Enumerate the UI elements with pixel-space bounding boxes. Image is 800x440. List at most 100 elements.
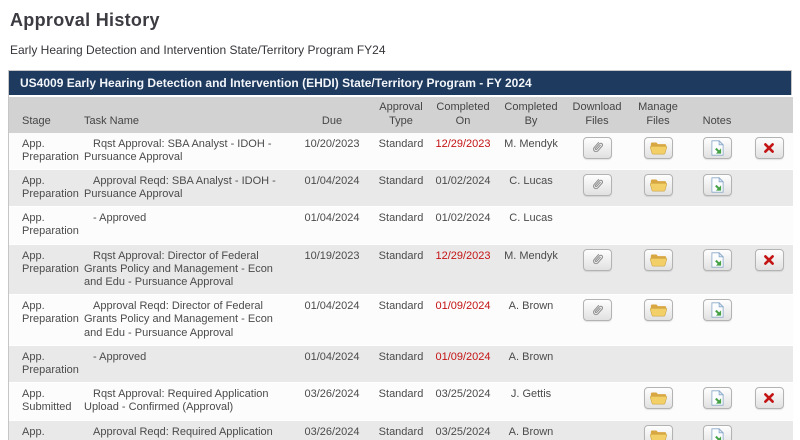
notes-button[interactable] (702, 136, 732, 159)
notes-button[interactable] (702, 424, 732, 440)
notes-cell (689, 244, 745, 295)
completed-on-cell-text: 03/25/2024 (435, 425, 491, 438)
col-header-task-name: Task Name (81, 95, 293, 133)
delete-x-icon (764, 254, 774, 265)
manage-files-cell (627, 345, 689, 382)
download-files-button[interactable] (582, 299, 612, 322)
manage-files-cell (627, 420, 689, 440)
col-header-completed-on: Completed On (431, 95, 495, 133)
due-cell-text: 01/04/2024 (304, 212, 360, 225)
delete-cell (745, 420, 793, 440)
completed-by-cell-text: C. Lucas (509, 174, 553, 187)
completed-by-cell-text: A. Brown (508, 425, 554, 438)
completed-by-cell-text: M. Mendyk (504, 249, 558, 262)
completed-by-cell-text: A. Brown (508, 350, 554, 363)
folder-icon (649, 253, 667, 267)
approval-type-cell: Standard (371, 169, 431, 206)
manage-files-cell (627, 169, 689, 206)
task-name-cell: Approval Reqd: SBA Analyst - IDOH - Purs… (81, 169, 293, 206)
note-icon (711, 390, 724, 406)
delete-button[interactable] (754, 387, 784, 410)
stage-cell-text: App. Preparation (22, 174, 79, 201)
download-files-cell (567, 345, 627, 382)
task-name-cell-text: Rqst Approval: Director of Federal Grant… (84, 249, 273, 288)
download-files-cell (567, 207, 627, 244)
approval-type-cell: Standard (371, 244, 431, 295)
due-cell: 01/04/2024 (293, 345, 371, 382)
page-title: Approval History (10, 10, 160, 30)
column-header-row: Stage Task Name Due Approval Type Comple… (9, 95, 793, 133)
col-header-actions (745, 95, 793, 133)
notes-cell (689, 345, 745, 382)
approval-history-table: US4009 Early Hearing Detection and Inter… (8, 70, 793, 440)
note-icon (711, 176, 724, 193)
notes-cell (689, 133, 745, 170)
table-row: App. Preparation - Approved 01/04/2024 Stan… (9, 206, 793, 245)
manage-files-cell (627, 295, 689, 346)
approval-type-cell-text: Standard (378, 137, 424, 150)
task-name-cell: Rqst Approval: Director of Federal Grant… (81, 244, 293, 295)
manage-files-button[interactable] (643, 173, 673, 196)
manage-files-button[interactable] (643, 248, 673, 271)
delete-cell (745, 133, 793, 170)
delete-cell (745, 345, 793, 382)
download-files-button[interactable] (582, 136, 612, 159)
delete-x-icon (764, 142, 774, 153)
due-cell-text: 01/04/2024 (304, 300, 360, 313)
completed-by-cell-text: A. Brown (508, 300, 554, 313)
due-cell: 03/26/2024 (293, 383, 371, 420)
task-name-cell: - Approved (81, 207, 293, 244)
manage-files-button[interactable] (643, 387, 673, 410)
delete-button[interactable] (754, 248, 784, 271)
completed-on-cell-text: 01/02/2024 (435, 174, 491, 187)
completed-by-cell: A. Brown (495, 345, 567, 382)
delete-x-icon (764, 393, 774, 404)
paperclip-icon (590, 303, 605, 318)
completed-by-cell-text: C. Lucas (509, 212, 553, 225)
stage-cell: App. Preparation (9, 244, 81, 295)
download-files-button[interactable] (582, 173, 612, 196)
download-files-button[interactable] (582, 248, 612, 271)
notes-button[interactable] (702, 173, 732, 196)
manage-files-cell (627, 133, 689, 170)
due-cell: 03/26/2024 (293, 420, 371, 440)
stage-cell-text: App. Preparation (22, 137, 79, 163)
completed-by-cell: A. Brown (495, 295, 567, 346)
stage-cell-text: App. Preparation (22, 212, 79, 238)
download-files-cell (567, 420, 627, 440)
notes-button[interactable] (702, 248, 732, 271)
col-header-due: Due (293, 95, 371, 133)
completed-on-cell: 01/02/2024 (431, 169, 495, 206)
manage-files-button[interactable] (643, 136, 673, 159)
stage-cell: App. Preparation (9, 295, 81, 346)
manage-files-button[interactable] (643, 299, 673, 322)
manage-files-cell (627, 383, 689, 420)
task-name-cell: Approval Reqd: Required Application Uplo… (81, 420, 293, 440)
due-cell: 01/04/2024 (293, 169, 371, 206)
completed-on-cell: 01/09/2024 (431, 295, 495, 346)
completed-on-cell: 01/09/2024 (431, 345, 495, 382)
delete-button[interactable] (754, 136, 784, 159)
folder-icon (649, 141, 667, 155)
stage-cell: App. Preparation (9, 207, 81, 244)
notes-button[interactable] (702, 299, 732, 322)
manage-files-cell (627, 207, 689, 244)
due-cell-text: 10/20/2023 (304, 137, 360, 150)
stage-cell-text: App. Preparation (22, 350, 79, 376)
table-row: App. Submitted Rqst Approval: Required Ap… (9, 382, 793, 420)
paperclip-icon (590, 140, 605, 155)
due-cell-text: 03/26/2024 (304, 425, 360, 438)
stage-cell-text: App. Preparation (22, 300, 79, 326)
completed-on-cell-text: 03/25/2024 (435, 388, 491, 401)
manage-files-button[interactable] (643, 424, 673, 440)
due-cell-text: 01/04/2024 (304, 350, 360, 363)
col-header-completed-by: Completed By (495, 95, 567, 133)
completed-by-cell: C. Lucas (495, 207, 567, 244)
due-cell: 10/19/2023 (293, 244, 371, 295)
stage-cell: App. Preparation (9, 133, 81, 170)
col-header-approval-type: Approval Type (371, 95, 431, 133)
col-header-manage-files: Manage Files (627, 95, 689, 133)
completed-by-cell: C. Lucas (495, 169, 567, 206)
notes-button[interactable] (702, 387, 732, 410)
